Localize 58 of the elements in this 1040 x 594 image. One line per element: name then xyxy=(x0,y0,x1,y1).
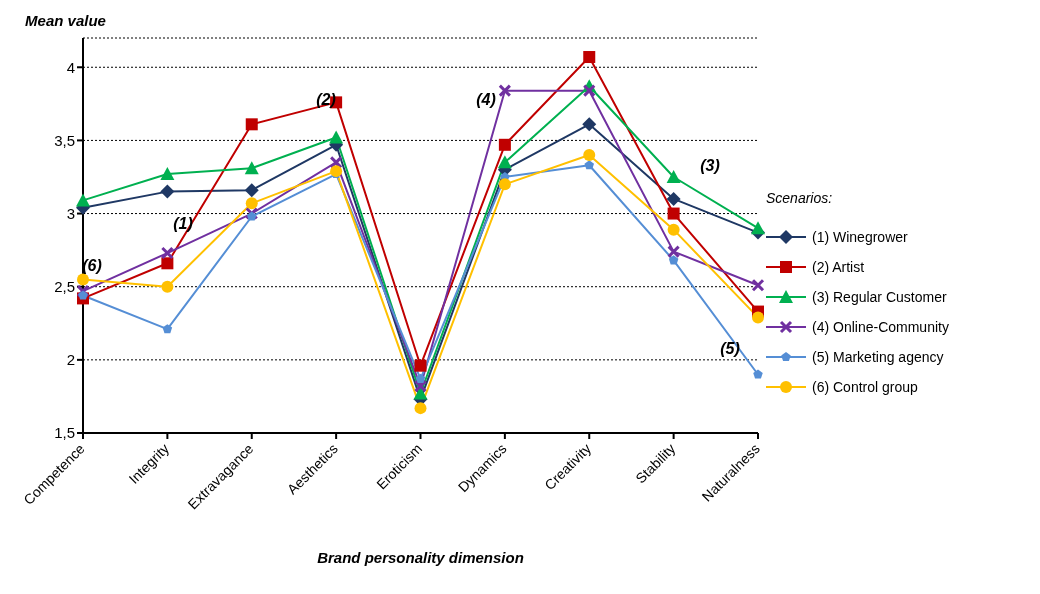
legend-label: (5) Marketing agency xyxy=(812,348,944,365)
y-tick-label: 3,5 xyxy=(54,131,75,149)
point xyxy=(161,280,174,293)
point xyxy=(413,386,428,400)
point xyxy=(160,167,175,181)
point xyxy=(245,207,259,221)
x-axis-title: Brand personality dimension xyxy=(317,549,524,566)
point xyxy=(751,221,765,235)
point xyxy=(582,84,596,98)
legend-label: (3) Regular Customer xyxy=(812,288,947,305)
point xyxy=(751,278,765,292)
point xyxy=(77,273,89,286)
y-tick-label: 1,5 xyxy=(54,424,75,442)
legend-title: Scenarios: xyxy=(766,189,834,206)
point xyxy=(497,155,512,169)
point xyxy=(582,117,597,132)
point xyxy=(330,165,343,178)
point xyxy=(245,197,258,210)
point xyxy=(78,290,88,300)
y-tick-label: 4 xyxy=(66,58,75,76)
annotation: (5) xyxy=(720,340,740,358)
point xyxy=(667,223,680,236)
point xyxy=(76,284,90,298)
annotation: (3) xyxy=(700,157,720,175)
point xyxy=(414,379,427,393)
point xyxy=(752,311,764,324)
legend-label: (4) Online-Community xyxy=(812,318,949,335)
point xyxy=(160,246,174,260)
point xyxy=(245,118,258,131)
point xyxy=(666,191,681,206)
point xyxy=(498,84,512,98)
point xyxy=(668,255,679,265)
point xyxy=(498,138,511,151)
y-tick-label: 2 xyxy=(66,351,75,369)
legend-label: (2) Artist xyxy=(812,258,865,275)
point xyxy=(498,178,511,191)
point xyxy=(666,169,681,183)
point xyxy=(414,402,427,415)
point xyxy=(667,207,680,220)
point xyxy=(161,257,174,270)
point xyxy=(583,51,596,64)
point xyxy=(244,183,259,198)
annotation: (4) xyxy=(476,91,496,109)
point xyxy=(329,130,344,144)
point xyxy=(414,359,427,372)
legend-label: (6) Control group xyxy=(812,378,918,395)
y-tick-label: 2,5 xyxy=(54,278,75,296)
point xyxy=(162,324,173,334)
legend-label: (1) Winegrower xyxy=(812,228,908,245)
y-axis-title: Mean value xyxy=(25,12,106,29)
point xyxy=(246,211,257,221)
point xyxy=(753,369,763,379)
point xyxy=(583,149,596,162)
point xyxy=(415,373,426,383)
point xyxy=(76,193,90,207)
point xyxy=(160,184,175,199)
point xyxy=(244,161,259,175)
y-tick-label: 3 xyxy=(66,204,75,222)
